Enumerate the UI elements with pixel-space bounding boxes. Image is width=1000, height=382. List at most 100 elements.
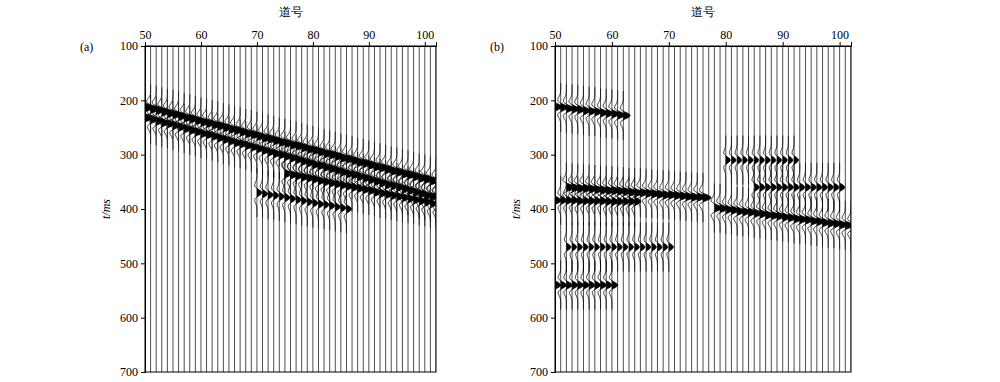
wavelet-fill — [817, 163, 822, 212]
wavelet-fill — [629, 223, 634, 272]
y-tick-label: 600 — [530, 311, 548, 325]
wavelet — [564, 223, 571, 272]
wavelet — [781, 136, 788, 185]
wavelet-fill — [828, 163, 833, 212]
y-tick-mark — [551, 263, 555, 264]
wavelet — [609, 261, 617, 310]
y-tick-mark — [141, 209, 145, 210]
wavelet — [764, 136, 771, 185]
wavelet — [598, 176, 607, 225]
x-tick: 50 — [550, 28, 562, 46]
y-tick-label: 700 — [120, 365, 138, 379]
wavelet — [277, 172, 284, 221]
y-tick: 400 — [530, 202, 555, 216]
y-tick-mark — [141, 46, 145, 47]
wavelet — [288, 174, 295, 223]
wavelet — [752, 163, 759, 212]
trace-baseline — [200, 46, 201, 372]
wavelet-fill — [805, 163, 810, 212]
wavelet — [603, 177, 612, 226]
x-tick: 90 — [363, 28, 375, 46]
wavelet — [266, 170, 273, 219]
y-tick-label: 200 — [120, 94, 138, 108]
wavelet-fill — [601, 261, 607, 310]
wavelet-fill — [341, 183, 346, 232]
y-tick: 600 — [120, 311, 145, 325]
wavelet-fill — [279, 172, 284, 221]
x-tick-mark — [257, 42, 258, 46]
wavelet-fill — [640, 223, 645, 272]
wavelet — [255, 168, 262, 217]
x-tick-label: 90 — [777, 28, 789, 42]
wavelet-fill — [257, 168, 262, 217]
y-tick-mark — [141, 155, 145, 156]
wavelet-fill — [669, 223, 674, 272]
trace-baseline — [195, 46, 196, 372]
plot-area — [555, 46, 851, 372]
y-tick: 500 — [530, 257, 555, 271]
trace-baseline — [217, 46, 218, 372]
x-tick-mark — [840, 42, 841, 46]
wavelet — [587, 261, 595, 310]
trace-baseline — [206, 46, 207, 372]
trace-baseline — [234, 46, 235, 372]
wavelet — [758, 163, 765, 212]
wavelet — [741, 136, 748, 185]
wavelet-fill — [783, 163, 788, 212]
wavelet — [311, 179, 318, 228]
x-tick-mark — [555, 42, 556, 46]
wavelet-fill — [606, 261, 612, 310]
wavelet — [333, 182, 340, 231]
wavelet — [609, 177, 618, 226]
wavelet-fill — [589, 261, 595, 310]
y-tick-mark — [141, 263, 145, 264]
wavelet — [780, 163, 787, 212]
wavelet — [575, 261, 583, 310]
wavelet-fill — [754, 163, 759, 212]
wavelet-fill — [845, 201, 851, 250]
wavelet — [826, 163, 833, 212]
y-tick: 300 — [120, 148, 145, 162]
wavelet — [832, 163, 839, 212]
wavelet — [305, 177, 312, 226]
y-tick-mark — [551, 155, 555, 156]
x-tick-label: 100 — [831, 28, 849, 42]
wavelet-fill — [274, 171, 279, 220]
wavelet — [271, 171, 278, 220]
wavelet-fill — [646, 223, 651, 272]
y-tick-mark — [141, 100, 145, 101]
wavelet — [747, 136, 754, 185]
x-tick-label: 100 — [416, 28, 434, 42]
wavelet — [569, 176, 578, 225]
wavelet — [627, 223, 634, 272]
wavelet — [599, 223, 606, 272]
wavelet — [792, 136, 799, 185]
wavelet-fill — [572, 223, 577, 272]
wavelet — [294, 175, 301, 224]
wavelet — [344, 185, 351, 234]
y-tick-mark — [141, 372, 145, 373]
wavelet — [620, 91, 630, 140]
x-tick: 70 — [251, 28, 263, 46]
wavelet — [564, 176, 573, 225]
frame — [555, 46, 851, 372]
panel-title: (a) — [80, 40, 93, 54]
wavelet — [650, 223, 657, 272]
trace-baseline — [296, 46, 297, 372]
wavelet — [604, 261, 612, 310]
x-tick-mark — [313, 42, 314, 46]
wavelet — [752, 136, 759, 185]
wavelet — [316, 180, 323, 229]
x-tick-label: 70 — [663, 28, 675, 42]
wavelet — [644, 223, 651, 272]
x-tick: 80 — [307, 28, 319, 46]
wavelet-fill — [737, 136, 742, 185]
wavelet-fill — [703, 173, 711, 222]
x-axis: 5060708090100 — [550, 28, 852, 47]
y-tick: 100 — [120, 39, 145, 53]
wavelet-fill — [296, 175, 301, 224]
x-axis-title: 道号 — [691, 5, 715, 19]
trace-baseline — [560, 46, 561, 372]
wavelet — [633, 223, 640, 272]
plot-area — [145, 46, 436, 372]
